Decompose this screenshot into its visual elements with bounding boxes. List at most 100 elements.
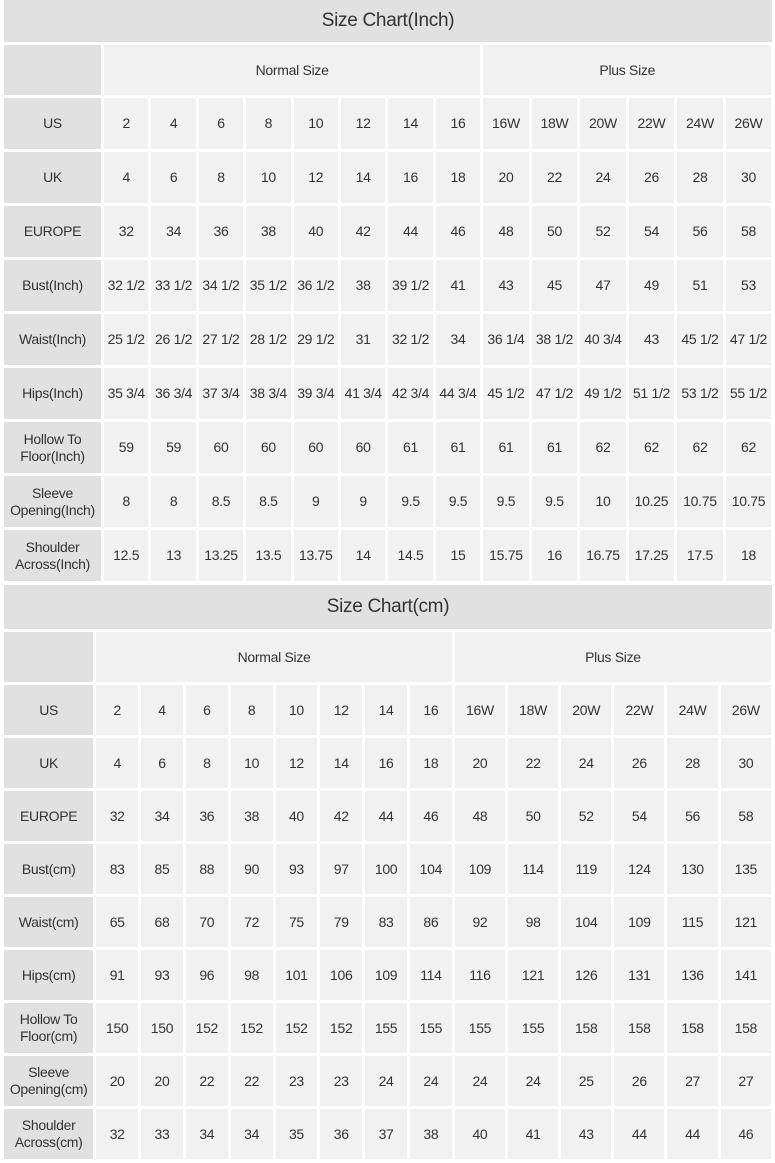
inch-size-table: Normal Size Plus Size US 2 4 6 8 10 12 14 16 16W 18W… (1, 42, 774, 584)
size-cell: 20 (141, 1056, 183, 1106)
size-cell: 16 (435, 98, 481, 149)
size-cell: 114 (508, 844, 559, 894)
size-cell: 72 (230, 897, 273, 947)
size-cell: 56 (677, 206, 723, 257)
size-cell: 38 3/4 (246, 368, 291, 419)
size-cell: 40 (454, 1109, 506, 1159)
size-cell: 101 (275, 950, 318, 1000)
normal-size-header: Normal Size (104, 45, 481, 95)
size-cell: 26W (725, 98, 772, 149)
size-cell: 42 (320, 791, 363, 841)
size-cell: 24W (667, 685, 718, 735)
size-cell: 14 (340, 530, 386, 581)
size-cell: 6 (151, 152, 196, 203)
row-label: Hips(Inch) (4, 368, 101, 419)
size-cell: 23 (275, 1056, 318, 1106)
size-cell: 38 (409, 1109, 452, 1159)
table-row-europe: EUROPE 32 34 36 38 40 42 44 46 48 50 52 54 56 58 (4, 206, 772, 257)
size-cell: 10.75 (677, 476, 723, 527)
size-cell: 38 (230, 791, 273, 841)
size-cell: 8 (198, 152, 244, 203)
size-cell: 26 (614, 738, 665, 788)
size-cell: 4 (141, 685, 183, 735)
size-cell: 34 (151, 206, 196, 257)
row-label: Hollow To Floor(cm) (4, 1003, 94, 1053)
size-cell: 12 (293, 152, 338, 203)
size-cell: 16 (365, 738, 407, 788)
size-cell: 54 (614, 791, 665, 841)
size-cell: 40 3/4 (580, 314, 626, 365)
size-cell: 93 (141, 950, 183, 1000)
row-label: US (4, 685, 94, 735)
table-row-hollow-to-floor-cm: Hollow To Floor(cm) 150 150 152 152 152 152 155… (4, 1003, 771, 1053)
size-cell: 62 (628, 422, 675, 473)
size-cell: 9.5 (435, 476, 481, 527)
size-cell: 119 (561, 844, 612, 894)
size-cell: 38 (246, 206, 291, 257)
size-cell: 14.5 (388, 530, 433, 581)
size-cell: 22W (628, 98, 675, 149)
size-cell: 83 (365, 897, 407, 947)
size-cell: 20W (580, 98, 626, 149)
size-cell: 121 (508, 950, 559, 1000)
size-cell: 34 (141, 791, 183, 841)
table-row-hips-cm: Hips(cm) 91 93 96 98 101 106 109 114 116 121 126 131… (4, 950, 771, 1000)
size-cell: 86 (409, 897, 452, 947)
size-cell: 26 (614, 1056, 665, 1106)
size-cell: 32 (96, 791, 139, 841)
size-cell: 93 (275, 844, 318, 894)
size-cell: 8.5 (246, 476, 291, 527)
size-cell: 35 3/4 (104, 368, 149, 419)
size-cell: 48 (454, 791, 506, 841)
size-cell: 10 (246, 152, 291, 203)
size-cell: 55 1/2 (725, 368, 772, 419)
size-cell: 62 (580, 422, 626, 473)
size-cell: 12 (340, 98, 386, 149)
table-row-bust-inch: Bust(Inch) 32 1/2 33 1/2 34 1/2 35 1/2 36 1/2… (4, 260, 772, 311)
size-cell: 46 (720, 1109, 771, 1159)
size-cell: 51 (677, 260, 723, 311)
size-cell: 152 (275, 1003, 318, 1053)
size-cell: 18 (409, 738, 452, 788)
size-cell: 22 (508, 738, 559, 788)
table-row-bust-cm: Bust(cm) 83 85 88 90 93 97 100 104 109 114 119 124 13… (4, 844, 771, 894)
size-cell: 44 (365, 791, 407, 841)
size-cell: 24 (580, 152, 626, 203)
size-cell: 155 (454, 1003, 506, 1053)
row-label: Sleeve Opening(cm) (4, 1056, 94, 1106)
size-cell: 75 (275, 897, 318, 947)
size-cell: 49 (628, 260, 675, 311)
size-cell: 38 1/2 (531, 314, 578, 365)
size-cell: 43 (561, 1109, 612, 1159)
size-cell: 46 (409, 791, 452, 841)
size-cell: 16 (388, 152, 433, 203)
size-cell: 36 1/4 (483, 314, 529, 365)
size-cell: 26W (720, 685, 771, 735)
size-cell: 150 (96, 1003, 139, 1053)
size-cell: 141 (720, 950, 771, 1000)
size-cell: 23 (320, 1056, 363, 1106)
size-cell: 60 (293, 422, 338, 473)
size-cell: 9.5 (483, 476, 529, 527)
size-cell: 9.5 (388, 476, 433, 527)
size-cell: 26 1/2 (151, 314, 196, 365)
row-label: Sleeve Opening(Inch) (4, 476, 101, 527)
size-cell: 10 (293, 98, 338, 149)
size-cell: 30 (720, 738, 771, 788)
size-cell: 100 (365, 844, 407, 894)
size-cell: 29 1/2 (293, 314, 338, 365)
table-row-europe: EUROPE 32 34 36 38 40 42 44 46 48 50 52 54 56 58 (4, 791, 771, 841)
size-cell: 50 (508, 791, 559, 841)
size-cell: 9.5 (531, 476, 578, 527)
size-cell: 52 (580, 206, 626, 257)
size-cell: 25 (561, 1056, 612, 1106)
size-cell: 61 (531, 422, 578, 473)
size-cell: 158 (720, 1003, 771, 1053)
size-cell: 44 (388, 206, 433, 257)
size-cell: 45 1/2 (483, 368, 529, 419)
row-label: UK (4, 738, 94, 788)
size-cell: 96 (185, 950, 228, 1000)
size-cell: 10 (275, 685, 318, 735)
size-cell: 34 (435, 314, 481, 365)
size-cell: 4 (151, 98, 196, 149)
